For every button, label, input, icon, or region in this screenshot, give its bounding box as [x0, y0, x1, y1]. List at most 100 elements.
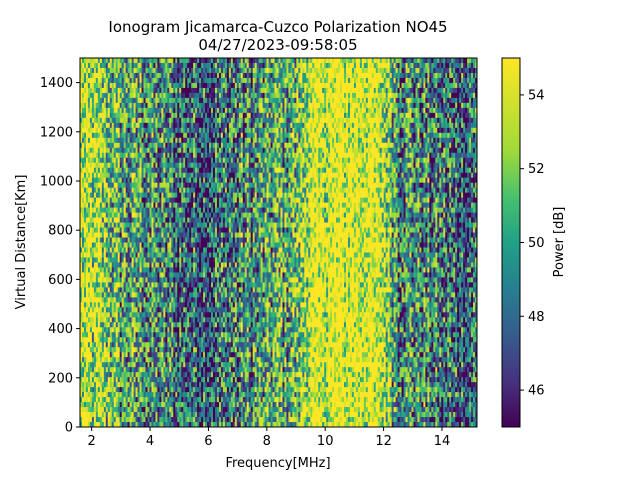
heatmap-cell — [135, 192, 138, 199]
heatmap-cell — [89, 267, 93, 273]
heatmap-cell — [145, 367, 148, 373]
heatmap-cell — [85, 247, 89, 253]
heatmap-cell — [83, 282, 87, 288]
heatmap-cell — [119, 87, 123, 94]
heatmap-cell — [143, 212, 146, 218]
heatmap-cell — [119, 392, 123, 398]
heatmap-cell — [129, 272, 133, 278]
heatmap-cell — [121, 327, 125, 333]
heatmap-cell — [145, 352, 148, 358]
heatmap-cell — [93, 222, 97, 228]
heatmap-cell — [143, 62, 146, 69]
heatmap-cell — [129, 262, 133, 268]
heatmap-cell — [123, 282, 127, 288]
heatmap-cell — [105, 167, 109, 174]
heatmap-cell — [133, 107, 136, 114]
heatmap-cell — [123, 112, 127, 119]
heatmap-cell — [81, 342, 85, 348]
heatmap-cell — [101, 287, 105, 293]
heatmap-cell — [131, 102, 134, 109]
heatmap-cell — [87, 142, 91, 149]
heatmap-cell — [89, 117, 93, 124]
heatmap-cell — [93, 297, 97, 303]
heatmap-cell — [101, 352, 105, 358]
heatmap-cell — [107, 317, 111, 323]
heatmap-cell — [95, 67, 99, 74]
heatmap-cell — [135, 362, 138, 368]
heatmap-cell — [127, 362, 131, 368]
heatmap-cell — [89, 237, 93, 243]
heatmap-cell — [111, 72, 115, 79]
heatmap-cell — [80, 382, 83, 388]
heatmap-cell — [111, 97, 115, 104]
heatmap-cell — [95, 327, 99, 333]
heatmap-cell — [109, 132, 113, 139]
heatmap-cell — [91, 112, 95, 119]
heatmap-cell — [101, 92, 105, 99]
heatmap-cell — [113, 212, 117, 218]
heatmap-cell — [81, 182, 85, 189]
heatmap-cell — [97, 267, 101, 273]
heatmap-cell — [91, 252, 95, 258]
heatmap-cell — [80, 352, 83, 358]
heatmap-cell — [109, 142, 113, 149]
heatmap-cell — [119, 58, 123, 64]
heatmap-cell — [99, 412, 103, 418]
heatmap-cell — [143, 277, 146, 283]
heatmap-cell — [145, 282, 148, 288]
heatmap-cell — [103, 377, 107, 383]
heatmap-cell — [125, 72, 129, 79]
heatmap-cell — [117, 422, 121, 427]
heatmap-cell — [137, 377, 140, 383]
heatmap-cell — [113, 177, 117, 184]
heatmap-cell — [143, 207, 146, 213]
heatmap-cell — [109, 247, 113, 253]
heatmap-cell — [91, 137, 95, 144]
heatmap-cell — [95, 332, 99, 338]
heatmap-cell — [123, 327, 127, 333]
heatmap-cell — [109, 377, 113, 383]
heatmap-cell — [93, 72, 97, 79]
heatmap-cell — [125, 302, 129, 308]
heatmap-cell — [81, 407, 85, 413]
heatmap-cell — [115, 317, 119, 323]
heatmap-cell — [111, 267, 115, 273]
heatmap-cell — [87, 307, 91, 313]
heatmap-cell — [139, 232, 142, 238]
heatmap-cell — [101, 392, 105, 398]
heatmap-cell — [87, 422, 91, 427]
heatmap-cell — [133, 252, 136, 258]
heatmap-cell — [127, 167, 131, 174]
heatmap-cell — [89, 232, 93, 238]
heatmap-cell — [99, 157, 103, 164]
heatmap-cell — [80, 377, 83, 383]
heatmap-cell — [89, 152, 93, 159]
heatmap-cell — [121, 247, 125, 253]
heatmap-cell — [127, 182, 131, 189]
heatmap-cell — [99, 407, 103, 413]
heatmap-cell — [105, 112, 109, 119]
heatmap-cell — [137, 227, 140, 233]
heatmap-cell — [83, 342, 87, 348]
heatmap-cell — [143, 367, 146, 373]
heatmap-cell — [113, 77, 117, 84]
heatmap-cell — [143, 147, 146, 154]
heatmap-cell — [81, 222, 85, 228]
heatmap-cell — [135, 182, 138, 189]
heatmap-cell — [137, 407, 140, 413]
heatmap-cell — [121, 342, 125, 348]
heatmap-cell — [103, 107, 107, 114]
heatmap-cell — [80, 392, 83, 398]
heatmap-cell — [105, 337, 109, 343]
heatmap-cell — [105, 322, 109, 328]
heatmap-cell — [101, 317, 105, 323]
heatmap-cell — [123, 67, 127, 74]
heatmap-cell — [95, 412, 99, 418]
heatmap-cell — [111, 242, 115, 248]
heatmap-cell — [93, 277, 97, 283]
heatmap-cell — [109, 282, 113, 288]
heatmap-cell — [141, 222, 144, 228]
heatmap-cell — [113, 67, 117, 74]
heatmap-cell — [137, 287, 140, 293]
heatmap-cell — [107, 342, 111, 348]
